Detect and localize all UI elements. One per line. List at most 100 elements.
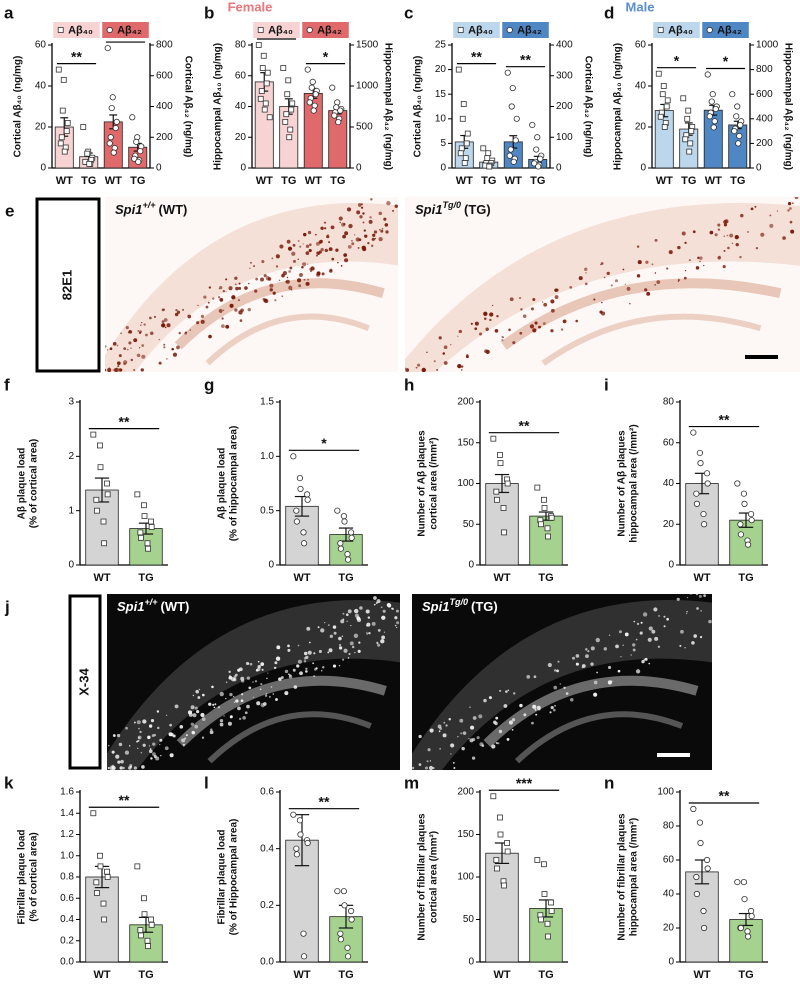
plaque (136, 353, 141, 358)
plaque (677, 245, 681, 250)
plaque (260, 662, 265, 667)
significance: ** (719, 788, 730, 804)
plaque (225, 291, 227, 293)
data-point (347, 529, 355, 536)
data-point (729, 91, 736, 98)
gene: Spi1 (415, 202, 442, 217)
plaque (368, 631, 371, 635)
y-tick-label: 25 (435, 40, 447, 51)
plaque (698, 594, 702, 598)
y-tick-label: 0 (640, 163, 646, 174)
panel-letter: i (604, 375, 609, 394)
plaque (562, 319, 567, 324)
plaque (371, 621, 376, 626)
plaque (159, 743, 161, 746)
plaque (363, 229, 366, 232)
plaque (254, 289, 258, 293)
plaque (112, 341, 117, 346)
significance: ** (119, 792, 130, 808)
plaque (109, 347, 113, 351)
plaque (700, 586, 702, 588)
plaque (375, 192, 379, 196)
plaque (543, 302, 548, 307)
plaque (629, 303, 631, 305)
data-point (148, 518, 154, 525)
data-point (141, 502, 147, 509)
data-point (544, 920, 551, 927)
plaque (603, 276, 606, 279)
legend-label: Aβ₄₂ (117, 24, 142, 36)
data-point (735, 140, 742, 147)
plaque (739, 255, 742, 259)
data-point (508, 103, 515, 110)
plaque (302, 262, 307, 267)
data-point (340, 888, 348, 895)
plaque (575, 319, 579, 323)
plaque (362, 212, 365, 215)
data-point (289, 100, 296, 107)
y-tick-label: 20 (235, 132, 247, 143)
plaque (684, 241, 687, 245)
plaque (378, 211, 383, 216)
x-tick-label: TG (730, 175, 745, 187)
data-point (344, 551, 351, 558)
data-point (148, 524, 155, 530)
plaque (461, 369, 463, 371)
plaque (339, 221, 341, 224)
plaque (141, 765, 145, 769)
data-point (703, 856, 711, 864)
plaque (288, 675, 293, 679)
plaque (187, 710, 193, 715)
hippocampus (514, 711, 684, 764)
plaque (538, 325, 541, 329)
plaque (789, 207, 792, 210)
data-point (680, 95, 687, 102)
x-tick-label: TG (538, 969, 553, 981)
plaque (519, 331, 523, 335)
plaque (273, 666, 277, 670)
data-point (506, 152, 513, 159)
plaque (379, 228, 381, 231)
plaque (247, 307, 251, 312)
plaque (150, 757, 153, 760)
data-point (311, 102, 318, 109)
data-point (148, 916, 154, 923)
plaque (719, 255, 721, 257)
data-point (504, 480, 511, 487)
data-point (300, 540, 308, 547)
plaque (554, 288, 558, 292)
plaque (351, 645, 355, 649)
plaque (329, 634, 334, 638)
data-point (480, 145, 487, 152)
legend-marker (706, 26, 713, 34)
plaque (207, 301, 210, 304)
plaque (213, 706, 216, 709)
plaque (428, 765, 434, 770)
plaque (272, 291, 276, 295)
plaque (356, 210, 361, 215)
plaque (118, 742, 123, 747)
plaque (308, 641, 311, 644)
plaque (560, 328, 564, 331)
plaque (457, 363, 462, 369)
data-point (741, 895, 748, 903)
data-point (534, 484, 541, 491)
y-tick-label: 0 (40, 163, 46, 174)
plaque (532, 297, 536, 302)
plaque (700, 610, 702, 612)
genotype: +/+ (144, 597, 158, 607)
data-point (133, 138, 140, 145)
plaque (286, 239, 291, 244)
bar (485, 483, 519, 566)
plaque (140, 751, 143, 754)
data-point (84, 150, 91, 157)
plaque (791, 202, 794, 205)
data-point (548, 514, 555, 521)
data-point (97, 464, 104, 471)
plaque (152, 742, 156, 746)
plaque (219, 691, 224, 697)
plaque (194, 706, 198, 710)
plaque (508, 720, 514, 725)
data-point (104, 44, 111, 52)
plaque (443, 361, 448, 365)
